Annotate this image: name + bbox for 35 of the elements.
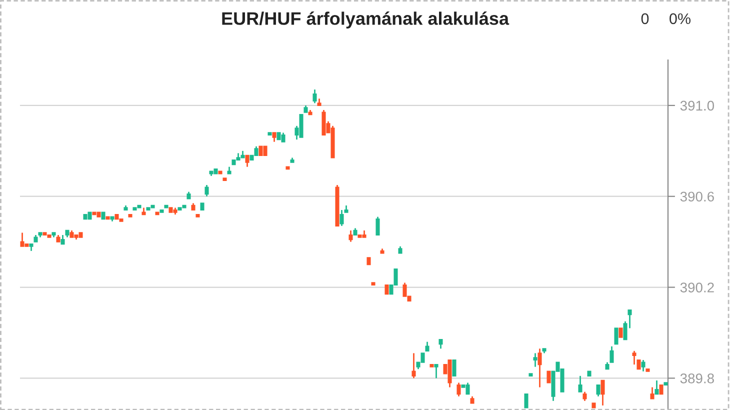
candlestick bbox=[600, 380, 605, 406]
chart-title: EUR/HUF árfolyamának alakulása bbox=[222, 12, 510, 28]
y-tick-label: 390.2 bbox=[680, 282, 714, 292]
candlestick bbox=[456, 382, 461, 398]
candlestick bbox=[312, 88, 317, 104]
candlestick bbox=[272, 132, 276, 143]
candlestick bbox=[610, 346, 614, 363]
candlestick bbox=[546, 370, 551, 384]
candlestick bbox=[659, 384, 664, 395]
candlestick bbox=[438, 338, 443, 350]
candlestick bbox=[524, 394, 528, 408]
candlestick bbox=[376, 216, 380, 236]
candlestick bbox=[412, 352, 416, 379]
candlestick bbox=[654, 380, 659, 395]
y-tick-label: 390.6 bbox=[680, 192, 714, 202]
candlestick bbox=[533, 352, 538, 368]
text: 0% bbox=[670, 13, 690, 24]
candlestick bbox=[614, 328, 618, 345]
candlestick bbox=[641, 359, 646, 372]
y-tick-label: 389.8 bbox=[680, 374, 714, 384]
candlestick bbox=[348, 230, 353, 243]
candlestick bbox=[452, 359, 456, 376]
candlestick bbox=[245, 154, 250, 168]
candlestick bbox=[204, 184, 209, 198]
candlestick bbox=[582, 391, 587, 402]
candlestick bbox=[434, 364, 438, 379]
y-tick-label: 391.0 bbox=[680, 100, 714, 111]
candlestick bbox=[425, 341, 430, 352]
candlestick bbox=[578, 375, 582, 393]
text: 0 bbox=[641, 13, 649, 24]
candlestick bbox=[538, 348, 542, 388]
candlestick bbox=[384, 284, 389, 295]
candlestick bbox=[618, 328, 623, 338]
candlestick bbox=[650, 386, 654, 400]
candlestick bbox=[596, 384, 600, 398]
